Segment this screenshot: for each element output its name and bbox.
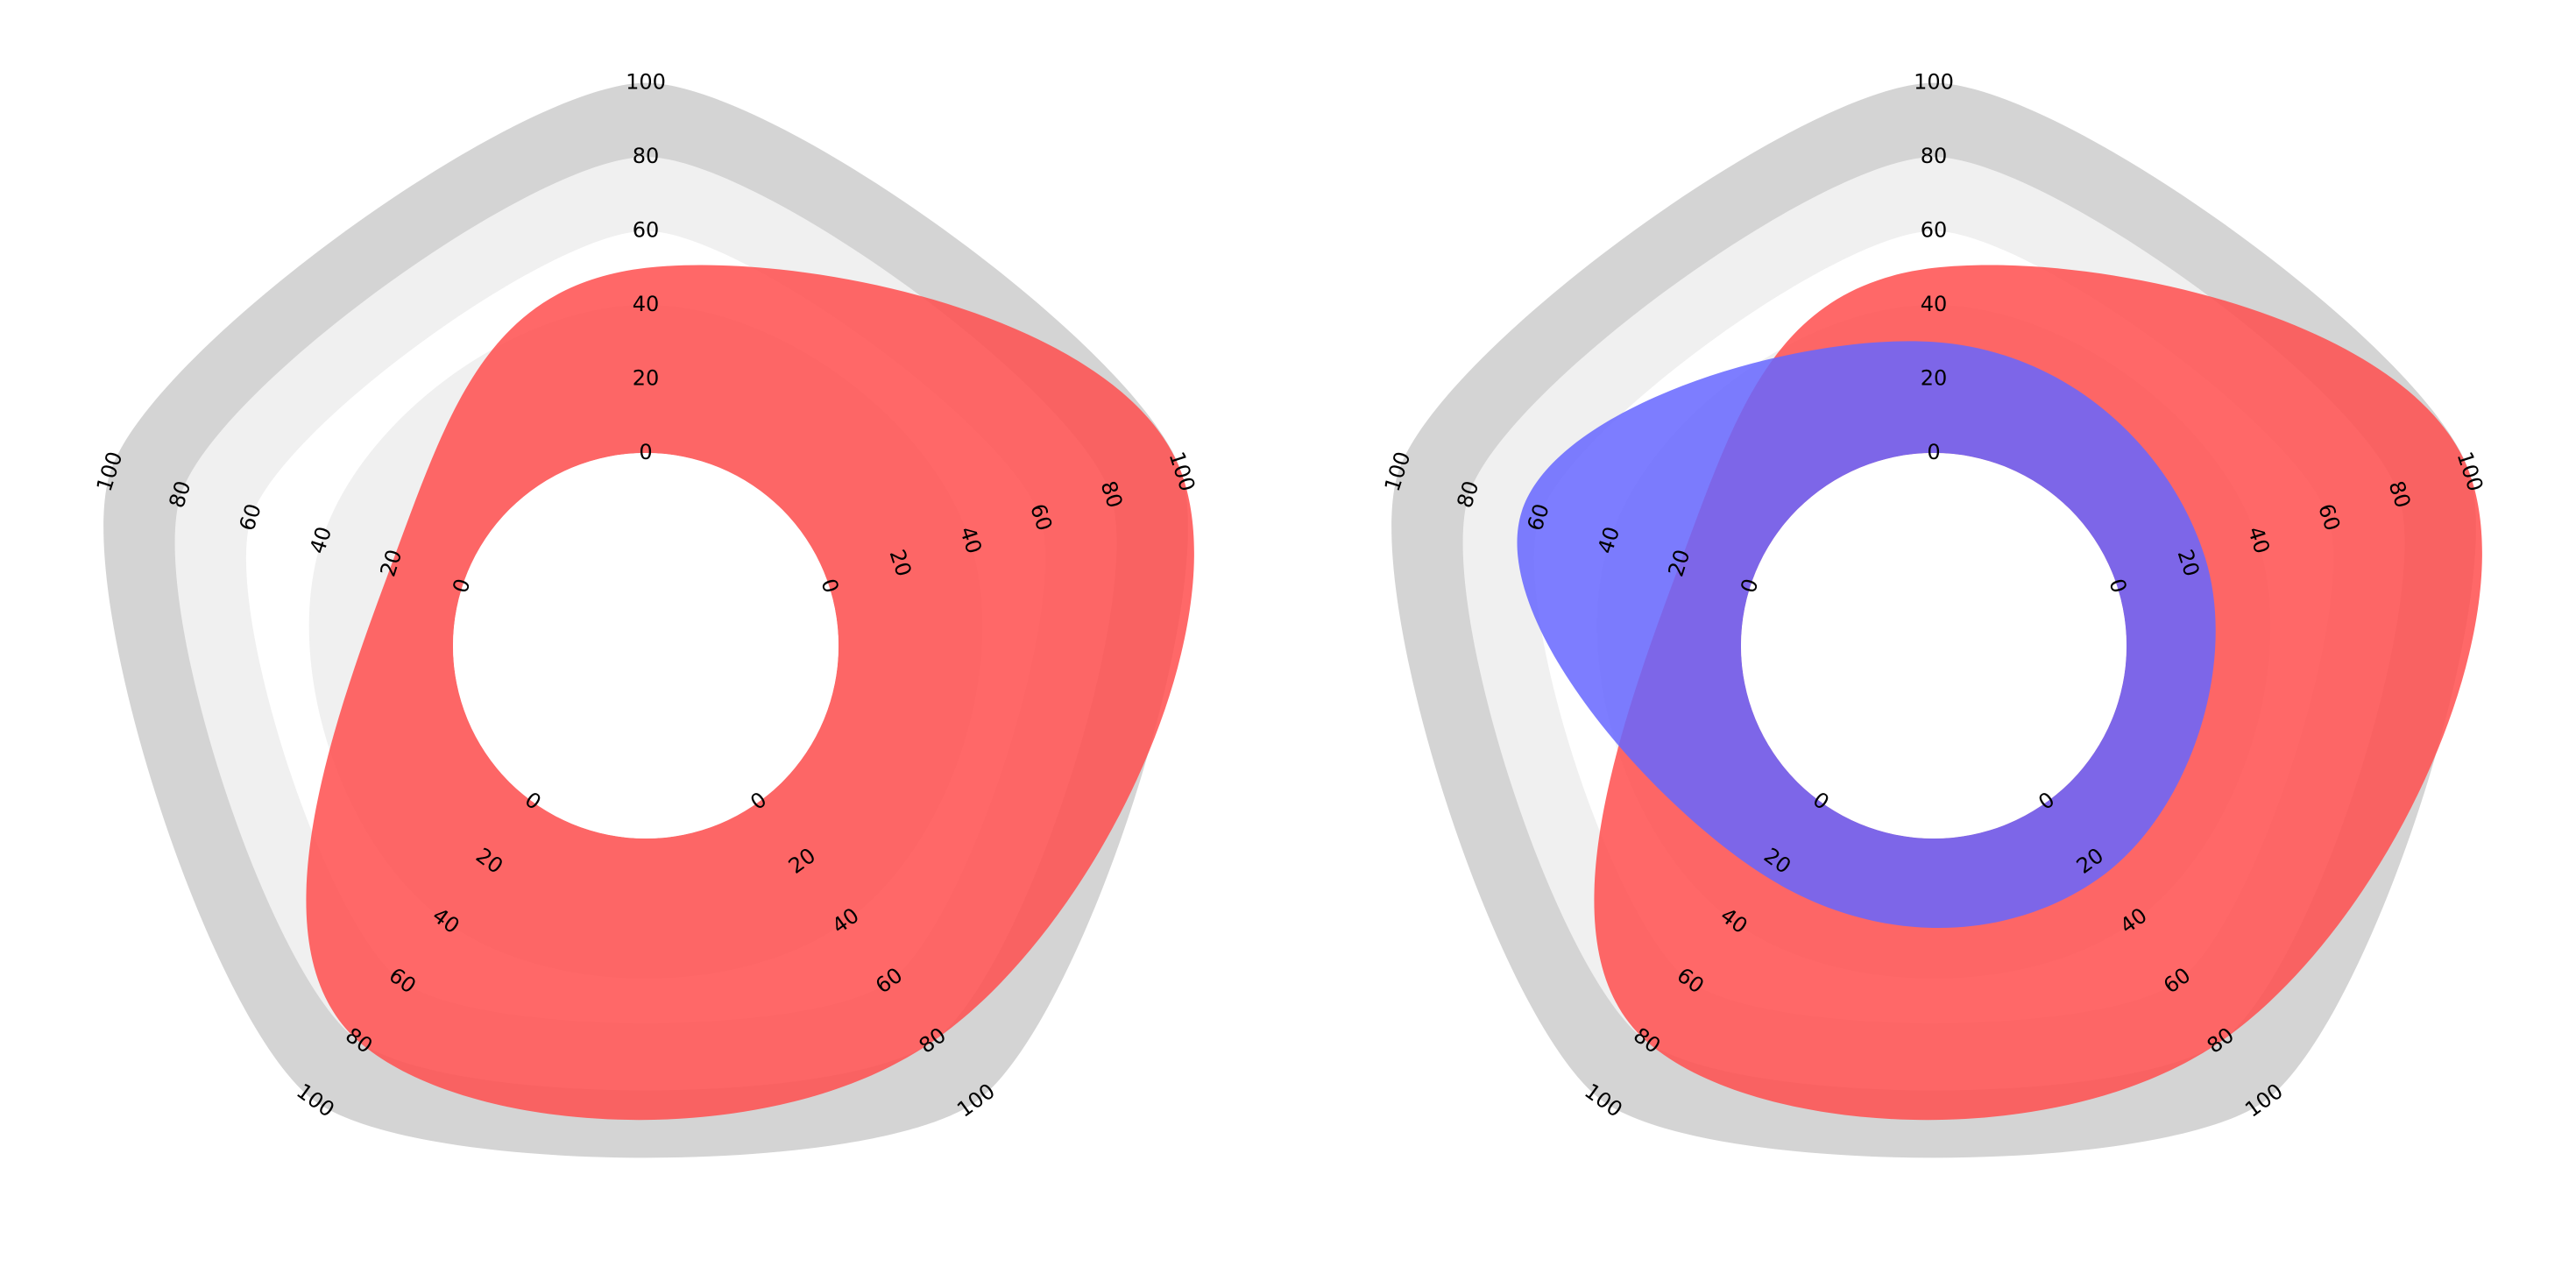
tick-label: 80 bbox=[633, 144, 660, 168]
tick-label: 20 bbox=[1921, 366, 1948, 391]
series-area bbox=[1517, 341, 2216, 929]
tick-label: 40 bbox=[633, 292, 660, 316]
tick-label: 20 bbox=[633, 366, 660, 391]
tick-label: 100 bbox=[1914, 70, 1954, 95]
tick-label: 0 bbox=[1927, 440, 1940, 464]
tick-label: 80 bbox=[1921, 144, 1948, 168]
tick-label: 100 bbox=[626, 70, 666, 95]
tick-label: 60 bbox=[633, 218, 660, 243]
tick-label: 40 bbox=[1921, 292, 1948, 316]
series-area bbox=[306, 265, 1194, 1121]
radar-center-hole bbox=[453, 453, 839, 839]
tick-label: 0 bbox=[639, 440, 652, 464]
tick-label: 60 bbox=[1921, 218, 1948, 243]
radar-center-hole bbox=[1741, 453, 2127, 839]
